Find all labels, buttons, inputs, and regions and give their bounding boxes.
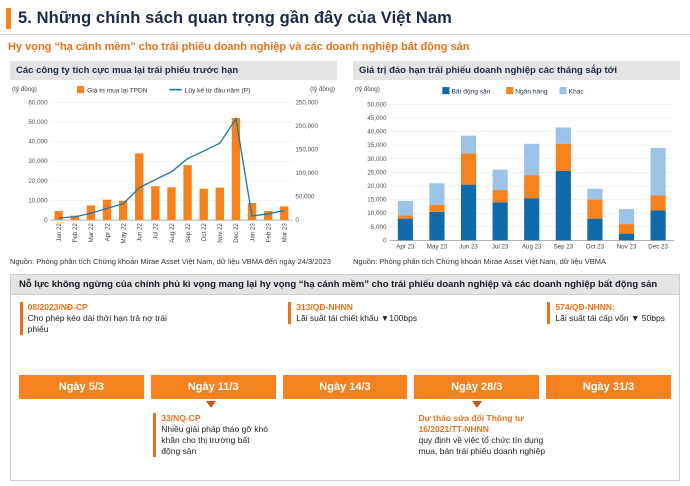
event-code: 33/NQ-CP <box>161 412 201 423</box>
event-resolution-33: 33/NQ-CP Nhiều giải pháp tháo gỡ khó khă… <box>153 412 270 457</box>
event-desc: quy định về việc tổ chức tín dụng mua, b… <box>418 434 546 456</box>
svg-text:15,000: 15,000 <box>367 197 387 204</box>
event-code: 08/2023/NĐ-CP <box>27 301 88 312</box>
down-triangle-pointer-icon <box>472 400 483 408</box>
svg-text:35,000: 35,000 <box>367 142 387 149</box>
svg-text:Aug 22: Aug 22 <box>169 223 176 243</box>
svg-text:20,000: 20,000 <box>28 178 48 185</box>
svg-text:0: 0 <box>383 237 387 244</box>
down-triangle-pointer-icon <box>206 400 217 408</box>
svg-text:100,000: 100,000 <box>295 170 318 177</box>
event-desc: Cho phép kéo dài thời hạn trả nợ trái ph… <box>27 312 167 334</box>
svg-text:30,000: 30,000 <box>28 158 48 165</box>
svg-text:25,000: 25,000 <box>367 169 387 176</box>
repurchase-chart-panel: Các công ty tích cực mua lại trái phiếu … <box>10 61 337 266</box>
repurchase-chart-source: Nguồn: Phòng phân tích Chứng khoán Mirae… <box>10 256 331 266</box>
svg-text:20,000: 20,000 <box>367 183 387 190</box>
svg-text:Jul 22: Jul 22 <box>153 223 160 240</box>
svg-text:(tỷ đồng): (tỷ đồng) <box>12 84 37 93</box>
event-code: 574/QĐ-NHNN: <box>555 301 615 312</box>
event-circular-16-draft: Dự thảo sửa đổi Thông tư 16/2021/TT-NHNN… <box>418 413 558 457</box>
svg-text:200,000: 200,000 <box>295 123 318 130</box>
svg-text:10,000: 10,000 <box>28 197 48 204</box>
svg-text:0: 0 <box>295 217 299 224</box>
svg-text:Feb 22: Feb 22 <box>72 223 79 243</box>
event-code: Dự thảo sửa đổi Thông tư 16/2021/TT-NHNN <box>418 412 524 434</box>
svg-text:Ngân hàng: Ngân hàng <box>515 89 548 96</box>
svg-text:Bất động sản: Bất động sản <box>452 87 491 96</box>
svg-text:Dec 23: Dec 23 <box>648 244 668 251</box>
svg-text:May 23: May 23 <box>427 244 448 251</box>
svg-text:0: 0 <box>44 217 48 224</box>
svg-text:10,000: 10,000 <box>367 210 387 217</box>
svg-text:May 22: May 22 <box>120 223 127 244</box>
timeline-date-box: Ngày 14/3 <box>282 374 408 399</box>
page-subtitle: Hy vọng “hạ cánh mềm” cho trái phiếu doa… <box>8 41 470 53</box>
maturity-chart-panel: Giá trị đáo hạn trái phiếu doanh nghiệp … <box>353 61 680 266</box>
event-desc: Nhiều giải pháp tháo gỡ khó khăn cho thị… <box>161 423 268 456</box>
svg-text:Nov 23: Nov 23 <box>617 244 637 251</box>
svg-text:(tỷ đồng): (tỷ đồng) <box>355 84 380 93</box>
title-accent-bar <box>6 8 11 29</box>
repurchase-chart-title: Các công ty tích cực mua lại trái phiếu … <box>10 61 337 80</box>
svg-text:40,000: 40,000 <box>367 129 387 136</box>
maturity-chart-title: Giá trị đáo hạn trái phiếu doanh nghiệp … <box>353 61 680 80</box>
svg-text:60,000: 60,000 <box>28 99 48 106</box>
svg-text:50,000: 50,000 <box>367 101 387 108</box>
timeline-date-box: Ngày 11/3 <box>150 374 276 399</box>
svg-text:50,000: 50,000 <box>28 119 48 126</box>
policy-timeline-section: Nỗ lực không ngừng của chính phủ kì vọng… <box>10 273 680 481</box>
svg-text:Jun 23: Jun 23 <box>459 244 478 251</box>
svg-text:Aug 23: Aug 23 <box>522 244 542 251</box>
svg-text:Jun 22: Jun 22 <box>137 223 144 242</box>
page-header: 5. Những chính sách quan trọng gần đây c… <box>0 0 690 35</box>
svg-text:Oct 22: Oct 22 <box>201 223 208 242</box>
svg-text:50,000: 50,000 <box>295 194 315 201</box>
svg-text:Oct 23: Oct 23 <box>586 244 605 251</box>
svg-text:Feb 23: Feb 23 <box>265 223 272 243</box>
svg-text:Sep 23: Sep 23 <box>554 244 574 251</box>
charts-row: Các công ty tích cực mua lại trái phiếu … <box>10 61 680 266</box>
timeline-date-box: Ngày 5/3 <box>19 374 144 399</box>
svg-text:Khác: Khác <box>569 89 585 96</box>
svg-text:Mar 23: Mar 23 <box>282 223 289 243</box>
svg-text:150,000: 150,000 <box>295 146 318 153</box>
svg-text:Giá trị mua lại TPDN: Giá trị mua lại TPDN <box>87 88 148 95</box>
event-desc: Lãi suất tái chiết khấu ▼100bps <box>296 312 418 323</box>
svg-text:Lũy kế từ đầu năm (P): Lũy kế từ đầu năm (P) <box>185 86 251 95</box>
svg-text:Dec 22: Dec 22 <box>233 223 240 243</box>
policy-timeline-body: 08/2023/NĐ-CP Cho phép kéo dài thời hạn … <box>11 295 679 480</box>
svg-text:Apr 22: Apr 22 <box>104 223 111 242</box>
svg-text:Mar 22: Mar 22 <box>88 223 95 243</box>
svg-text:(tỷ đồng): (tỷ đồng) <box>310 84 335 93</box>
svg-text:250,000: 250,000 <box>295 99 318 106</box>
timeline-date-box: Ngày 31/3 <box>546 374 671 399</box>
maturity-chart-source: Nguồn: Phòng phân tích Chứng khoán Mirae… <box>353 256 606 266</box>
svg-text:Jan 23: Jan 23 <box>249 223 256 242</box>
page-title: 5. Những chính sách quan trọng gần đây c… <box>18 9 452 27</box>
svg-text:Apr 23: Apr 23 <box>396 244 415 251</box>
timeline-date-box: Ngày 28/3 <box>414 374 540 399</box>
policy-timeline-header: Nỗ lực không ngừng của chính phủ kì vọng… <box>11 274 679 295</box>
svg-text:Nov 22: Nov 22 <box>217 223 224 243</box>
svg-text:30,000: 30,000 <box>367 156 387 163</box>
event-decision-574: 574/QĐ-NHNN: Lãi suất tái cấp vốn ▼ 50bp… <box>547 301 671 324</box>
svg-text:Sep 22: Sep 22 <box>185 223 192 243</box>
svg-text:40,000: 40,000 <box>28 139 48 146</box>
svg-text:Jul 23: Jul 23 <box>492 244 509 251</box>
timeline-date-boxes: Ngày 5/3 Ngày 11/3 Ngày 14/3 Ngày 28/3 N… <box>19 374 671 399</box>
event-decree-08-2023: 08/2023/NĐ-CP Cho phép kéo dài thời hạn … <box>19 301 174 335</box>
svg-text:Jan 22: Jan 22 <box>56 223 63 242</box>
svg-text:45,000: 45,000 <box>367 115 387 122</box>
event-decision-313: 313/QĐ-NHNN Lãi suất tái chiết khấu ▼100… <box>288 301 435 324</box>
event-code: 313/QĐ-NHNN <box>296 301 353 312</box>
svg-text:5,000: 5,000 <box>371 224 387 231</box>
repurchase-chart: 0 10,000 20,000 30,000 40,000 50,000 60,000 0 50… <box>12 84 335 244</box>
event-desc: Lãi suất tái cấp vốn ▼ 50bps <box>555 312 665 323</box>
maturity-chart: 0 5,000 10,000 15,000 20,000 25,000 30,000 35,0… <box>355 84 674 251</box>
